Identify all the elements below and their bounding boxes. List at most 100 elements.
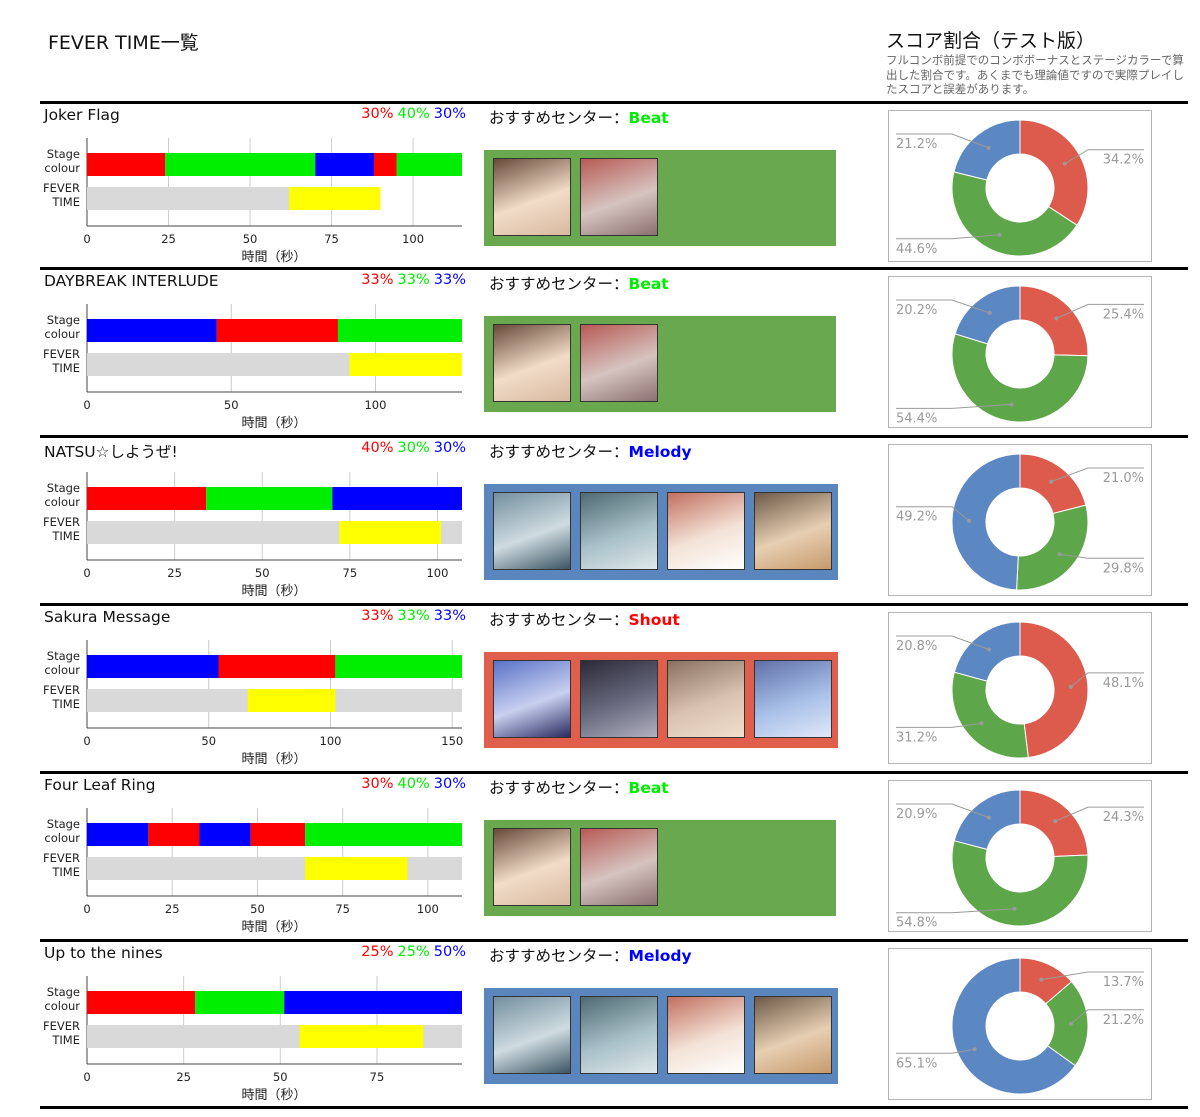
fever-time-label: FEVER xyxy=(43,683,80,697)
donut-slice-red xyxy=(1019,621,1089,759)
percent-green: 33% xyxy=(397,608,430,624)
song-title: Sakura Message xyxy=(44,608,171,626)
donut-leader-line xyxy=(896,133,989,149)
percent-blue: 30% xyxy=(433,440,466,456)
recommend-type: Beat xyxy=(628,109,669,127)
donut-slice-green xyxy=(1016,504,1089,591)
recommend-label: おすすめセンター： xyxy=(489,275,629,293)
donut-label-blue: 20.9% xyxy=(896,807,937,822)
donut-leader-line xyxy=(896,908,1015,914)
character-portrait xyxy=(493,828,571,906)
stage-colour-segment xyxy=(87,991,196,1014)
stage-colour-segment xyxy=(87,319,217,342)
row-separator xyxy=(40,101,1188,104)
x-axis-title: 時間（秒） xyxy=(241,416,306,431)
stage-colour-segment xyxy=(87,153,166,176)
x-tick-label: 50 xyxy=(243,232,258,246)
score-ratio-chart: 25.4% 54.4% 20.2% xyxy=(896,285,1144,426)
x-tick-label: 150 xyxy=(441,734,463,748)
stage-colour-segment xyxy=(396,153,462,176)
donut-label-green: 54.4% xyxy=(896,411,937,426)
song-title: NATSU☆しようぜ! xyxy=(44,443,178,461)
donut-leader-dot xyxy=(979,721,984,726)
stage-colour-label: colour xyxy=(44,495,80,509)
recommend-center: おすすめセンター：Shout xyxy=(489,608,680,630)
fever-time-label: FEVER xyxy=(43,851,80,865)
percent-red: 30% xyxy=(361,106,394,122)
color-percentages: 33% 33% 33% xyxy=(357,608,466,624)
donut-slice-red xyxy=(1019,789,1089,858)
character-portrait xyxy=(493,996,571,1074)
recommend-type: Beat xyxy=(628,275,669,293)
row-separator xyxy=(40,603,1188,606)
donut-leader-dot xyxy=(1057,552,1062,557)
character-portrait xyxy=(493,492,571,570)
fever-time-segment xyxy=(349,353,462,376)
x-tick-label: 25 xyxy=(161,232,176,246)
percent-green: 40% xyxy=(397,106,430,122)
song-row: Joker Flag 30% 40% 30% おすすめセンター：Beat Stage col… xyxy=(0,102,1200,268)
donut-slice-green xyxy=(951,671,1029,759)
fever-time-segment xyxy=(339,521,441,544)
character-portrait xyxy=(580,158,658,236)
fever-time-label: TIME xyxy=(51,195,80,209)
percent-red: 30% xyxy=(361,776,394,792)
score-ratio-chart: 24.3% 54.8% 20.9% xyxy=(896,789,1144,931)
stage-colour-label: Stage xyxy=(47,313,80,327)
percent-green: 33% xyxy=(397,272,430,288)
x-axis-title: 時間（秒） xyxy=(241,584,306,599)
donut-leader-dot xyxy=(1009,402,1014,407)
donut-slice-blue xyxy=(953,119,1021,181)
donut-slice-blue xyxy=(954,285,1021,345)
x-tick-label: 75 xyxy=(324,232,339,246)
x-tick-label: 0 xyxy=(83,398,90,412)
donut-leader-line xyxy=(896,803,990,819)
recommend-type: Shout xyxy=(628,611,680,629)
stage-colour-segment xyxy=(199,823,251,846)
character-portrait xyxy=(754,996,832,1074)
x-tick-label: 100 xyxy=(417,902,439,916)
recommend-center: おすすめセンター：Beat xyxy=(489,272,669,294)
x-tick-label: 50 xyxy=(224,398,239,412)
x-tick-label: 0 xyxy=(83,902,90,916)
donut-leader-line xyxy=(1064,149,1144,165)
donut-leader-dot xyxy=(1039,977,1044,982)
character-portrait xyxy=(580,492,658,570)
x-tick-label: 50 xyxy=(201,734,216,748)
x-axis-title: 時間（秒） xyxy=(241,920,306,935)
song-title: DAYBREAK INTERLUDE xyxy=(44,272,219,290)
donut-leader-dot xyxy=(1012,906,1017,911)
stage-colour-segment xyxy=(218,655,336,678)
donut-leader-dot xyxy=(1054,316,1059,321)
donut-slice-green xyxy=(951,840,1089,927)
stage-colour-label: colour xyxy=(44,999,80,1013)
percent-red: 33% xyxy=(361,608,394,624)
song-row: Sakura Message 33% 33% 33% おすすめセンター：Shout Sta… xyxy=(0,604,1200,770)
stage-colour-segment xyxy=(87,487,207,510)
stage-colour-segment xyxy=(332,487,462,510)
donut-leader-line xyxy=(1041,971,1144,981)
recommend-label: おすすめセンター： xyxy=(489,611,629,629)
recommend-portraits xyxy=(484,484,838,580)
donut-label-blue: 65.1% xyxy=(896,1056,937,1071)
donut-slice-blue xyxy=(951,453,1021,591)
score-ratio-chart: 34.2% 44.6% 21.2% xyxy=(896,119,1144,257)
recommend-center: おすすめセンター：Beat xyxy=(489,106,669,128)
stage-colour-segment xyxy=(148,823,200,846)
fever-time-label: FEVER xyxy=(43,515,80,529)
donut-slice-blue xyxy=(953,789,1021,850)
fever-time-segment xyxy=(305,857,408,880)
stage-colour-segment xyxy=(165,153,316,176)
donut-leader-line xyxy=(1070,1009,1144,1025)
song-title: Four Leaf Ring xyxy=(44,776,156,794)
color-percentages: 30% 40% 30% xyxy=(357,776,466,792)
recommend-type: Melody xyxy=(628,947,692,965)
character-portrait xyxy=(493,324,571,402)
percent-blue: 33% xyxy=(433,272,466,288)
character-portrait xyxy=(493,660,571,738)
character-portrait xyxy=(667,660,745,738)
x-tick-label: 25 xyxy=(167,566,182,580)
